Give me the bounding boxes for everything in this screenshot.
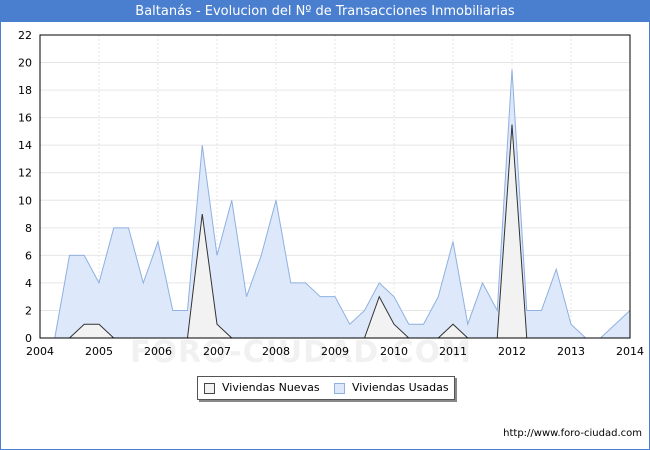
y-tick-label: 0 xyxy=(25,332,32,345)
chart-title: Baltanás - Evolucion del Nº de Transacci… xyxy=(1,1,649,22)
y-tick-label: 20 xyxy=(18,57,32,70)
y-tick-label: 18 xyxy=(18,84,32,97)
x-tick-label: 2010 xyxy=(380,345,408,358)
x-tick-label: 2007 xyxy=(203,345,231,358)
watermark: FORO-CIUDAD.COM xyxy=(130,335,472,370)
legend-label-nuevas: Viviendas Nuevas xyxy=(222,381,320,394)
legend-swatch-usadas xyxy=(334,383,345,394)
x-tick-label: 2005 xyxy=(85,345,113,358)
x-tick-label: 2009 xyxy=(321,345,349,358)
series-usadas-line xyxy=(54,69,631,339)
y-tick-label: 10 xyxy=(18,194,32,207)
x-tick-label: 2008 xyxy=(262,345,290,358)
legend-swatch-nuevas xyxy=(204,383,215,394)
chart-legend: Viviendas Nuevas Viviendas Usadas xyxy=(197,376,455,400)
x-tick-label: 2013 xyxy=(557,345,585,358)
y-tick-label: 6 xyxy=(25,249,32,262)
x-tick-label: 2014 xyxy=(616,345,644,358)
x-tick-label: 2012 xyxy=(498,345,526,358)
footer-url: http://www.foro-ciudad.com xyxy=(503,428,642,439)
x-tick-label: 2011 xyxy=(439,345,467,358)
y-tick-label: 22 xyxy=(18,29,32,42)
y-tick-label: 12 xyxy=(18,167,32,180)
x-tick-label: 2006 xyxy=(144,345,172,358)
plot-border xyxy=(39,34,631,339)
y-tick-label: 8 xyxy=(25,222,32,235)
y-tick-label: 16 xyxy=(18,112,32,125)
y-tick-label: 14 xyxy=(18,139,32,152)
legend-label-usadas: Viviendas Usadas xyxy=(352,381,449,394)
x-tick-label: 2004 xyxy=(26,345,54,358)
y-tick-label: 4 xyxy=(25,277,32,290)
y-tick-label: 2 xyxy=(25,304,32,317)
